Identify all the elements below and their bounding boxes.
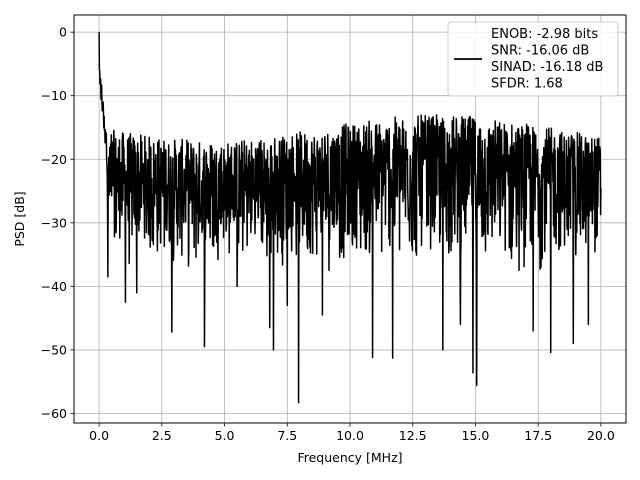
x-tick-label: 15.0 <box>462 428 490 443</box>
y-tick-label: −30 <box>41 215 67 230</box>
x-tick-label: 0.0 <box>89 428 109 443</box>
psd-series-line <box>98 32 602 404</box>
y-tick-label: −20 <box>41 152 67 167</box>
x-axis-label: Frequency [MHz] <box>297 450 402 465</box>
y-tick-label: −10 <box>41 88 67 103</box>
series-layer <box>98 32 602 404</box>
x-tick-label: 12.5 <box>399 428 427 443</box>
x-tick-label: 2.5 <box>152 428 172 443</box>
x-tick-label: 20.0 <box>587 428 615 443</box>
legend-enob: ENOB: -2.98 bits <box>491 27 598 42</box>
legend-box <box>447 21 619 97</box>
x-tick-label: 10.0 <box>336 428 364 443</box>
legend-snr: SNR: -16.06 dB <box>491 44 589 59</box>
y-tick-label: −50 <box>41 342 67 357</box>
x-tick-label: 7.5 <box>277 428 297 443</box>
y-tick-label: 0 <box>59 25 67 40</box>
legend-sinad: SINAD: -16.18 dB <box>491 60 603 75</box>
x-tick-label: 5.0 <box>215 428 235 443</box>
x-tick-label: 17.5 <box>524 428 552 443</box>
legend-sfdr: SFDR: 1.68 <box>491 77 563 92</box>
y-axis-label: PSD [dB] <box>12 191 27 246</box>
legend: ENOB: -2.98 bits SNR: -16.06 dB SINAD: -… <box>447 21 619 97</box>
y-tick-label: −60 <box>41 406 67 421</box>
y-axis-ticks: 0 −10 −20 −30 −40 −50 −60 <box>41 25 74 421</box>
x-axis-ticks: 0.0 2.5 5.0 7.5 10.0 12.5 15.0 17.5 20.0 <box>89 423 615 443</box>
y-tick-label: −40 <box>41 279 67 294</box>
